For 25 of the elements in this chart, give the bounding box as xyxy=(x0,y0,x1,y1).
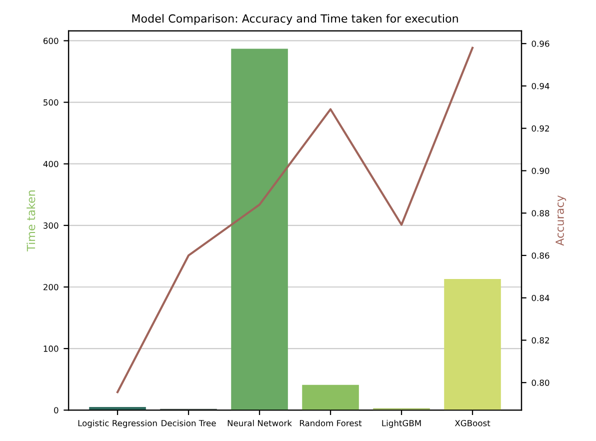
y-tick-label: 300 xyxy=(44,222,58,229)
y2-axis-title: Accuracy xyxy=(556,195,566,246)
x-tick-label: Neural Network xyxy=(228,420,292,426)
y2-tick-label: 0.96 xyxy=(532,40,550,47)
y-axis-title: Time taken xyxy=(26,190,36,252)
chart-title: Model Comparison: Accuracy and Time taken for execution xyxy=(132,14,458,25)
y2-tick-label: 0.82 xyxy=(532,337,549,344)
x-tick-label: XGBoost xyxy=(454,420,490,426)
y-tick-label: 200 xyxy=(44,284,58,290)
y2-tick-label: 0.92 xyxy=(532,125,549,132)
y-tick-label: 600 xyxy=(43,38,58,44)
y-tick-label: 500 xyxy=(44,99,58,106)
x-tick-label: Decision Tree xyxy=(162,420,216,426)
x-tick-label: LightGBM xyxy=(382,420,421,428)
y2-tick-label: 0.88 xyxy=(532,210,550,216)
y2-tick-label: 0.94 xyxy=(532,82,550,90)
x-tick-label: Logistic Regression xyxy=(78,420,157,428)
y-tick-label: 100 xyxy=(44,346,58,352)
y2-tick-label: 0.90 xyxy=(532,168,550,174)
y2-tick-label: 0.86 xyxy=(532,252,550,259)
y-tick-label: 0 xyxy=(54,407,58,414)
y2-tick-label: 0.80 xyxy=(532,380,550,386)
x-tick-label: Random Forest xyxy=(300,420,362,426)
y2-tick-label: 0.84 xyxy=(532,294,550,302)
y-tick-label: 400 xyxy=(43,160,58,168)
